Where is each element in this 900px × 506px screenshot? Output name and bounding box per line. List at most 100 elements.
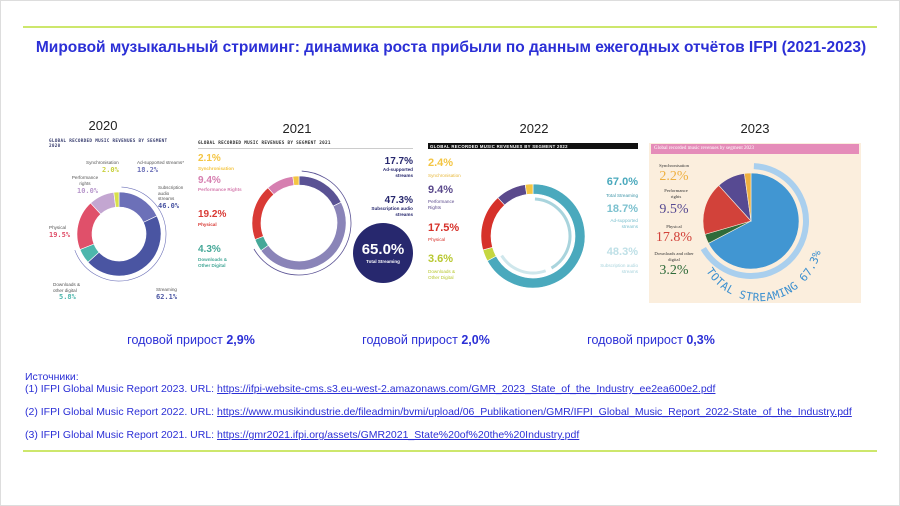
source-text: (3) IFPI Global Music Report 2021. URL: [25,429,217,441]
label-2021-perf: Performance Rights [198,187,242,192]
chart-2022-title: GLOBAL RECORDED MUSIC REVENUES BY SEGMEN… [430,143,568,149]
label-2023-downloads: Downloads and other digital [654,251,694,262]
growth-2022: годовой прирост 2,0% [362,333,490,347]
growth-value: 2,0% [461,333,490,347]
value-2021-sync: 2.1% [198,153,221,164]
growth-label: годовой прирост [127,333,223,347]
chart-2022-header-bar [428,143,638,149]
growth-2023: годовой прирост 0,3% [587,333,715,347]
label-2022-ad: Ad-supported streams [610,218,638,229]
chart-2021-streaming-bracket [253,170,352,276]
chart-2023-segment-physical [702,184,752,235]
label-2023-perf: Performance rights [664,188,688,199]
chart-2022-ad-supported-inner-arc [534,197,572,270]
growth-label: годовой прирост [362,333,458,347]
chart-2020-segment-synchronisation [113,191,120,208]
chart-2023-segment-total-streaming [708,172,800,270]
chart-2020-title: GLOBAL RECORDED MUSIC REVENUES BY SEGMEN… [49,139,168,149]
label-2021-sub: Subscription audio streams [371,206,413,217]
chart-2023-title: Global recorded music revenues by segmen… [654,146,754,151]
label-2020-streaming: Streaming [156,287,177,292]
chart-2021-segment-subscription-audio-streams [260,201,347,271]
growth-value: 2,9% [226,333,255,347]
chart-2021-segment-ad-supported-streams [298,175,342,207]
value-2023-physical: 17.8% [655,230,693,245]
source-item-2: (2) IFPI Global Music Report 2022. URL: … [25,406,852,418]
value-2020-streaming: 62.1% [156,293,178,301]
growth-value: 0,3% [686,333,715,347]
year-2021: 2021 [282,121,312,136]
label-2020-sync: Synchronisation [86,160,119,165]
source-text: (1) IFPI Global Music Report 2023. URL: [25,383,217,395]
total-streaming-badge-2021 [353,223,413,283]
label-2022-perf: Performance Rights [428,199,455,210]
year-2023: 2023 [740,121,770,136]
source-link[interactable]: https://ifpi-website-cms.s3.eu-west-2.am… [217,383,716,395]
value-2020-perf: 10.0% [77,187,99,195]
chart-2022-subscription-inner-arc [500,254,547,275]
source-link[interactable]: https://gmr2021.ifpi.org/assets/GMR2021_… [217,429,580,441]
label-2020-perf: Performance rights [71,175,99,186]
source-item-1: (1) IFPI Global Music Report 2023. URL: … [25,383,715,395]
chart-2021-segment-physical [251,187,275,240]
chart-2022-segment-synchronisation [524,183,534,195]
label-2023-physical: Physical [666,224,682,229]
value-2021-sub: 47.3% [384,195,413,206]
chart-2021-segment-performance-rights [267,176,295,195]
chart-2020-segment-subscription-audio-streams [87,215,162,277]
chart-2021-segment-synchronisation [292,175,300,186]
label-2021-total: Total Streaming [366,259,400,264]
value-2022-sub: 48.3% [606,246,638,258]
label-2020-downloads: Downloads & other digital [53,282,81,293]
label-2020-ad: Ad-supported streams* [137,160,184,165]
source-item-3: (3) IFPI Global Music Report 2021. URL: … [25,429,579,441]
chart-2020-segment-ad-supported-streams [118,191,158,223]
value-2021-perf: 9.4% [198,175,221,186]
source-link[interactable]: https://www.musikindustrie.de/fileadmin/… [217,406,852,418]
label-2021-downloads: Downloads & Other Digital [198,257,228,268]
value-2021-physical: 19.2% [198,209,227,220]
label-2022-sub: Subscription audio streams [600,263,638,274]
chart-2023-streaming-band [700,163,809,279]
source-text: (2) IFPI Global Music Report 2022. URL: [25,406,217,418]
chart-2021-header-line [198,148,413,149]
label-2021-sync: Synchronisation [198,166,234,171]
year-2020: 2020 [88,118,118,133]
chart-2022-segment-physical [480,197,506,251]
label-2023-sync: Synchronisation [659,163,689,168]
value-2021-total: 65.0% [361,241,405,258]
growth-2021: годовой прирост 2,9% [127,333,255,347]
value-2022-sync: 2.4% [428,157,454,169]
value-2021-ad: 17.7% [384,156,413,167]
value-2022-total: 67.0% [606,176,638,188]
value-2023-downloads: 3.2% [659,263,689,278]
growth-label: годовой прирост [587,333,683,347]
value-2021-downloads: 4.3% [198,244,221,255]
label-2022-downloads: Downloads & Other Digital [428,269,456,280]
value-2023-sync: 2.2% [659,169,689,184]
value-2022-physical: 17.5% [428,222,460,234]
label-2022-total: Total Streaming [606,193,638,198]
value-2020-physical: 19.5% [49,231,71,239]
value-2023-perf: 9.5% [659,202,689,217]
label-2021-physical: Physical [198,222,217,227]
year-2022: 2022 [519,121,549,136]
label-2021-ad: Ad-supported streams [382,167,413,178]
bottom-rule [23,450,877,452]
value-2020-downloads: 5.8% [59,293,76,301]
chart-2022-segment-performance-rights [497,184,528,206]
value-2020-ad: 18.2% [137,166,159,174]
value-2022-downloads: 3.6% [428,253,454,265]
page-title: Мировой музыкальный стриминг: динамика р… [35,39,867,56]
chart-2023-segment-synchronisation [744,172,752,222]
value-2022-perf: 9.4% [428,184,454,196]
chart-2020-streaming-bracket [74,186,167,282]
top-rule [23,26,877,28]
label-2020-sub: Subscription audio streams [158,185,184,201]
chart-2021-title: GLOBAL RECORDED MUSIC REVENUES BY SEGMEN… [198,141,331,146]
label-2022-physical: Physical [428,237,446,242]
value-2020-sub: 46.0% [158,202,180,210]
sources-heading: Источники: [25,371,79,383]
value-2022-ad: 18.7% [606,203,638,215]
